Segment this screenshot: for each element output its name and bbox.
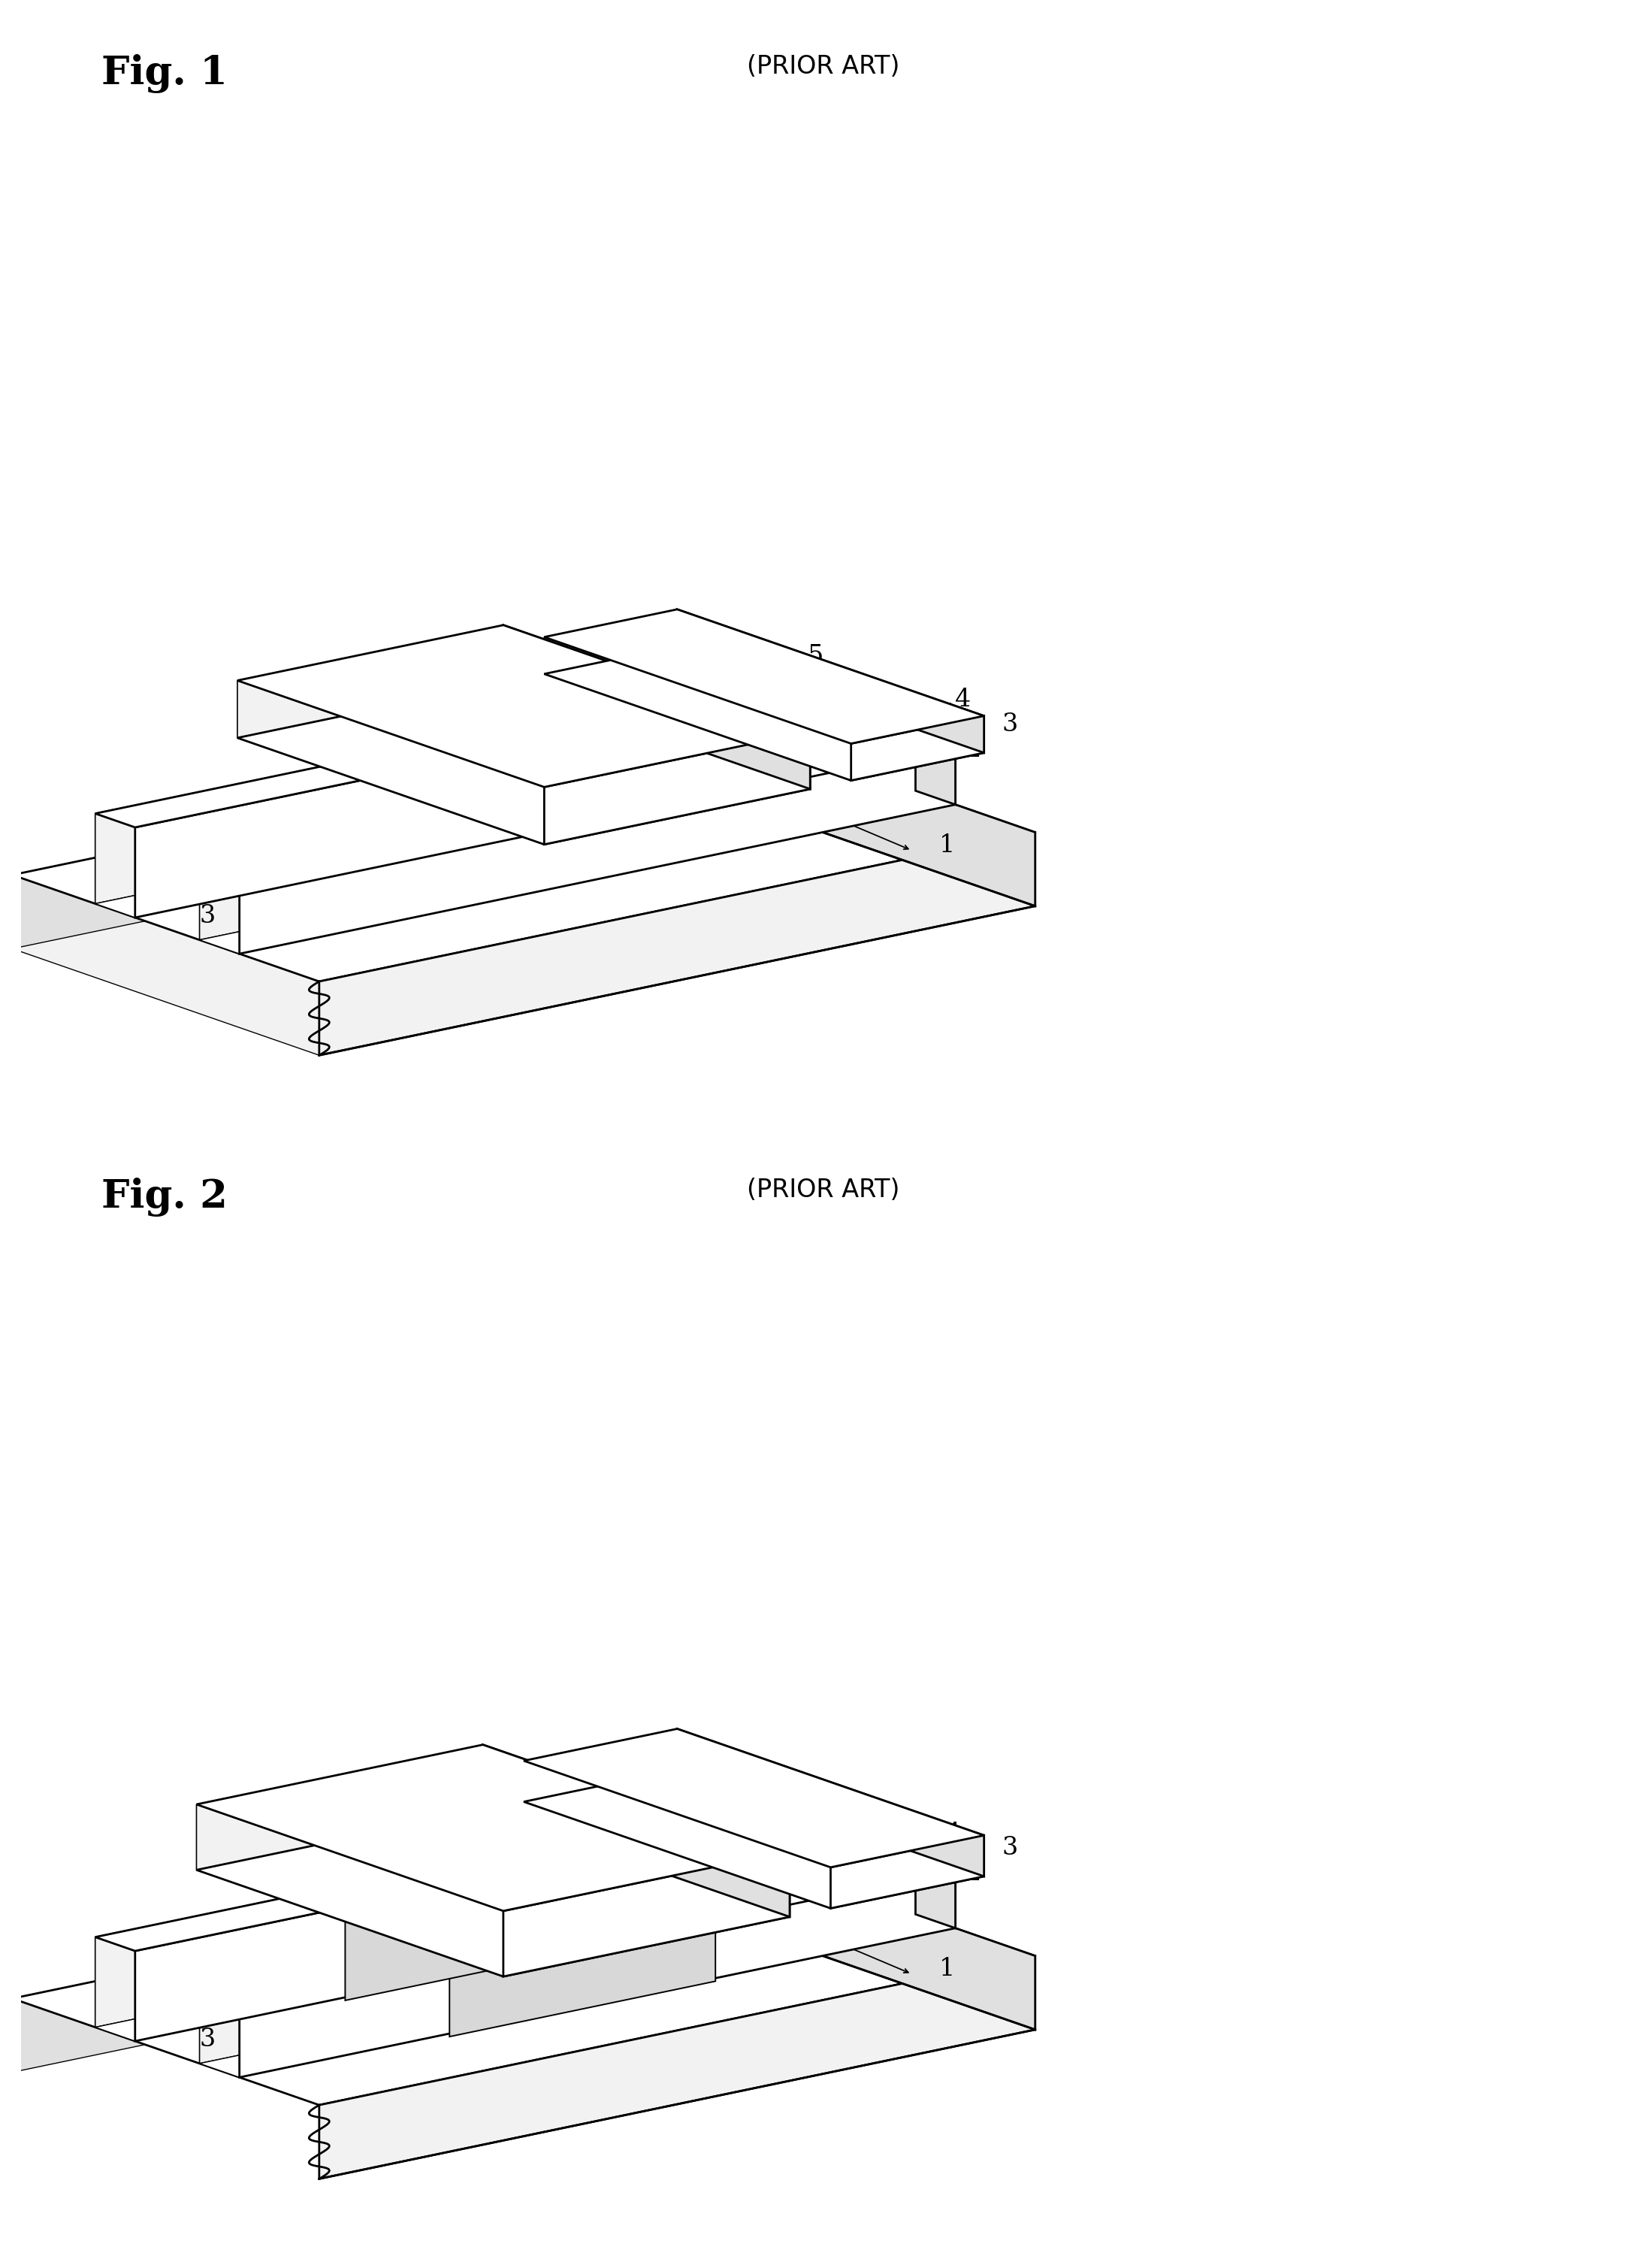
Polygon shape bbox=[196, 1810, 789, 1975]
Polygon shape bbox=[237, 680, 544, 844]
Text: 1: 1 bbox=[939, 1957, 955, 1980]
Text: 3: 3 bbox=[199, 903, 216, 928]
Text: 5: 5 bbox=[772, 1783, 789, 1808]
Polygon shape bbox=[196, 1744, 789, 1912]
Text: 2: 2 bbox=[965, 737, 982, 762]
Polygon shape bbox=[544, 637, 851, 780]
Polygon shape bbox=[483, 1744, 789, 1916]
Polygon shape bbox=[199, 1823, 955, 1987]
Polygon shape bbox=[295, 1837, 611, 1910]
Polygon shape bbox=[12, 1848, 1036, 2105]
Polygon shape bbox=[677, 1728, 983, 1876]
Polygon shape bbox=[199, 701, 955, 864]
Text: 4: 4 bbox=[542, 1810, 613, 1885]
Polygon shape bbox=[199, 792, 955, 955]
Text: 4: 4 bbox=[873, 687, 970, 730]
Text: Fig. 1: Fig. 1 bbox=[100, 54, 227, 93]
Text: 6: 6 bbox=[772, 1812, 789, 1837]
Text: 2: 2 bbox=[965, 1862, 982, 1885]
Polygon shape bbox=[96, 665, 851, 828]
Polygon shape bbox=[12, 726, 1036, 982]
Polygon shape bbox=[504, 626, 810, 789]
Polygon shape bbox=[96, 1787, 812, 2028]
Polygon shape bbox=[544, 646, 983, 780]
Text: (PRIOR ART): (PRIOR ART) bbox=[748, 54, 899, 79]
Polygon shape bbox=[851, 717, 983, 780]
Polygon shape bbox=[237, 626, 810, 787]
Text: 3: 3 bbox=[199, 2028, 216, 2050]
Polygon shape bbox=[346, 1855, 611, 2000]
Polygon shape bbox=[524, 1769, 983, 1907]
Text: 6: 6 bbox=[300, 2000, 315, 2025]
Polygon shape bbox=[524, 1728, 983, 1867]
Polygon shape bbox=[239, 1837, 955, 2077]
Polygon shape bbox=[916, 1823, 955, 1928]
Polygon shape bbox=[135, 1801, 851, 2041]
Text: 4: 4 bbox=[856, 1821, 962, 1853]
Polygon shape bbox=[544, 610, 983, 744]
Text: 1: 1 bbox=[939, 832, 955, 857]
Polygon shape bbox=[524, 1760, 830, 1907]
Polygon shape bbox=[812, 665, 851, 769]
Text: (PRIOR ART): (PRIOR ART) bbox=[748, 1177, 899, 1202]
Polygon shape bbox=[12, 875, 320, 1055]
Polygon shape bbox=[677, 610, 983, 753]
Polygon shape bbox=[135, 678, 851, 919]
Text: 7: 7 bbox=[812, 1799, 827, 1821]
Polygon shape bbox=[96, 755, 851, 919]
Polygon shape bbox=[450, 1892, 715, 2037]
Polygon shape bbox=[544, 733, 810, 844]
Polygon shape bbox=[399, 1873, 715, 1946]
Polygon shape bbox=[239, 714, 955, 955]
Text: 3: 3 bbox=[1001, 712, 1018, 737]
Text: Fig. 2: Fig. 2 bbox=[100, 1177, 227, 1216]
Polygon shape bbox=[812, 1787, 851, 1892]
Polygon shape bbox=[199, 701, 916, 939]
Polygon shape bbox=[96, 1878, 851, 2041]
Polygon shape bbox=[728, 726, 1036, 907]
Text: 3: 3 bbox=[1001, 1837, 1018, 1860]
Polygon shape bbox=[199, 1823, 916, 2064]
Polygon shape bbox=[728, 1848, 1036, 2030]
Text: 4: 4 bbox=[580, 689, 664, 767]
Polygon shape bbox=[237, 683, 810, 844]
Polygon shape bbox=[830, 1835, 983, 1907]
Polygon shape bbox=[96, 665, 812, 903]
Polygon shape bbox=[916, 701, 955, 805]
Polygon shape bbox=[199, 1914, 955, 2077]
Polygon shape bbox=[12, 726, 728, 948]
Polygon shape bbox=[196, 1805, 504, 1975]
Polygon shape bbox=[12, 1848, 728, 2073]
Text: 5: 5 bbox=[712, 644, 824, 719]
Polygon shape bbox=[96, 1787, 851, 1950]
Polygon shape bbox=[320, 1955, 1036, 2180]
Polygon shape bbox=[320, 832, 1036, 1055]
Polygon shape bbox=[504, 1851, 789, 1975]
